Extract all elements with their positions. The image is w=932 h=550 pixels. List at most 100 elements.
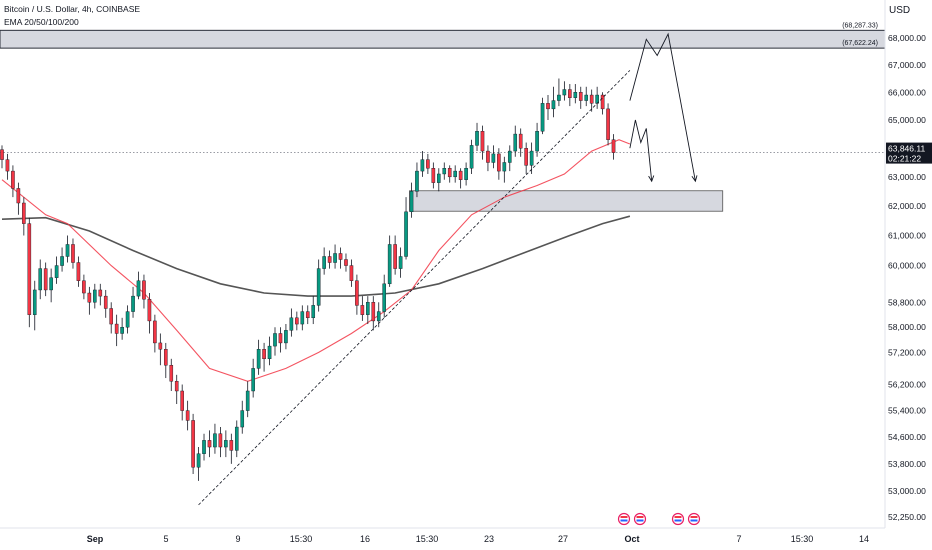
candle-body xyxy=(518,133,523,149)
candle-body xyxy=(557,94,561,101)
candle xyxy=(611,134,616,160)
candle xyxy=(185,400,190,431)
candle xyxy=(224,430,228,458)
candle-body xyxy=(136,280,141,297)
time-tick-label: 5 xyxy=(163,534,168,544)
candle-body xyxy=(224,440,228,448)
candle-body xyxy=(480,131,485,152)
candle xyxy=(218,427,223,458)
candle-body xyxy=(573,92,578,98)
candle-body xyxy=(442,168,447,175)
candle-body xyxy=(540,103,545,132)
candle-body xyxy=(469,145,474,169)
candle-body xyxy=(420,159,425,172)
candle-body xyxy=(371,302,376,322)
candle xyxy=(398,247,403,278)
candle-body xyxy=(546,103,550,110)
candle-body xyxy=(213,433,217,448)
candle-body xyxy=(54,265,59,278)
candle-body xyxy=(191,420,195,468)
candle-body xyxy=(32,289,37,315)
candle-body xyxy=(316,268,321,306)
candle xyxy=(273,327,277,356)
candle xyxy=(54,256,59,284)
candle xyxy=(234,420,239,458)
candle xyxy=(213,423,217,454)
candle xyxy=(387,235,392,287)
candle-body xyxy=(529,150,534,166)
candle-body xyxy=(27,223,32,315)
time-tick-label: 15:30 xyxy=(290,534,313,544)
candle xyxy=(174,374,179,405)
candle xyxy=(240,400,245,434)
candle xyxy=(442,162,447,180)
candle xyxy=(546,95,550,121)
candle-body xyxy=(131,295,135,312)
candle xyxy=(431,162,436,189)
candle-body xyxy=(245,390,250,411)
candle xyxy=(322,247,326,275)
candle xyxy=(49,268,53,303)
candle-body xyxy=(240,410,245,428)
event-flag-icon xyxy=(671,512,685,526)
candle-body xyxy=(502,162,507,172)
candle xyxy=(568,84,572,107)
candle-body xyxy=(305,311,310,319)
candle xyxy=(82,274,86,300)
candle-body xyxy=(497,153,501,172)
price-tick-label: 68,000.00 xyxy=(888,33,926,43)
candle xyxy=(295,311,299,331)
event-flag-stripe xyxy=(620,516,628,518)
candle xyxy=(600,92,605,115)
candle xyxy=(371,296,376,331)
candle-body xyxy=(507,150,512,163)
candle xyxy=(507,145,512,172)
candle xyxy=(131,286,135,318)
price-tick-label: 53,800.00 xyxy=(888,459,926,469)
projection-path-lower xyxy=(629,119,653,182)
candle xyxy=(344,253,348,272)
candle xyxy=(562,81,567,101)
candle xyxy=(180,384,184,421)
event-flag-stripe xyxy=(636,516,644,518)
candle xyxy=(65,235,70,263)
candle xyxy=(207,430,212,458)
candle-body xyxy=(262,349,266,360)
candle xyxy=(169,358,174,391)
time-axis[interactable]: Sep 5 9 15:30 16 15:30 23 27 Oct 7 15:30 14 xyxy=(87,534,869,544)
candle xyxy=(393,235,397,275)
candle-body xyxy=(267,345,272,360)
price-tick-label: 62,000.00 xyxy=(888,201,926,211)
price-tick-label: 67,000.00 xyxy=(888,60,926,70)
candle-body xyxy=(273,333,277,347)
candle xyxy=(338,247,343,269)
last-price-box xyxy=(886,142,932,164)
candle xyxy=(447,165,452,183)
candle-body xyxy=(584,94,589,101)
candle xyxy=(256,339,261,375)
time-tick-label: 23 xyxy=(484,534,494,544)
candle xyxy=(497,148,501,180)
candle-body xyxy=(486,150,490,163)
candle-body xyxy=(163,349,168,366)
candle-body xyxy=(158,342,163,350)
price-tick-label: 58,800.00 xyxy=(888,297,926,307)
ema-fast-line xyxy=(1,139,631,382)
event-flag-icon xyxy=(633,512,647,526)
candle-body xyxy=(5,159,10,172)
candle xyxy=(147,293,152,334)
candle xyxy=(409,182,414,218)
candle-body xyxy=(65,244,70,257)
candle xyxy=(349,259,354,287)
currency-button[interactable]: USD xyxy=(889,5,911,16)
price-tick-label: 55,400.00 xyxy=(888,406,926,416)
candle xyxy=(437,168,441,192)
event-flag-icon xyxy=(617,512,631,526)
candle xyxy=(163,342,168,379)
price-tick-label: 57,200.00 xyxy=(888,347,926,357)
ema-slow-line xyxy=(1,215,631,297)
candle-body xyxy=(256,349,261,369)
candle-body xyxy=(120,326,124,334)
price-axis[interactable]: 68,000.00 67,000.00 66,000.00 65,000.00 63,0… xyxy=(888,33,926,522)
